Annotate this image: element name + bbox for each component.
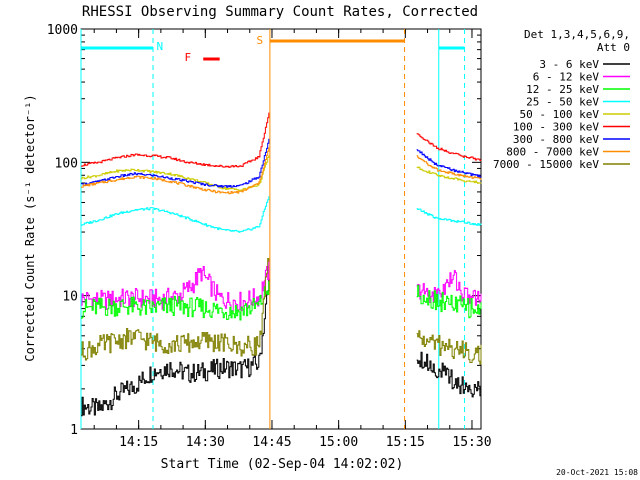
- x-tick-label: 15:00: [319, 435, 358, 450]
- legend-label: 25 - 50 keV: [526, 96, 599, 109]
- timestamp: 20-Oct-2021 15:08: [556, 468, 638, 477]
- chart-title: RHESSI Observing Summary Count Rates, Co…: [82, 4, 478, 20]
- legend-label: 12 - 25 keV: [526, 83, 599, 96]
- y-tick-label: 1: [70, 423, 78, 438]
- legend-label: 6 - 12 keV: [533, 71, 600, 84]
- flare-label: F: [185, 51, 192, 64]
- series-line: [416, 166, 482, 184]
- legend-header-line1: Det 1,3,4,5,6,9,: [524, 28, 630, 41]
- series-line: [416, 330, 482, 365]
- series-line: [416, 284, 482, 319]
- x-tick-label: 14:30: [186, 435, 225, 450]
- series-line: [416, 351, 482, 398]
- series-line: [416, 149, 482, 178]
- series-lines: [81, 112, 482, 417]
- x-axis-label: Start Time (02-Sep-04 14:02:02): [161, 457, 404, 472]
- saa-label: S: [257, 34, 264, 47]
- series-line: [416, 133, 482, 161]
- y-tick-label: 10: [62, 290, 78, 305]
- legend-label: 100 - 300 keV: [513, 121, 599, 134]
- legend-header-line2: Att 0: [597, 41, 630, 54]
- series-line: [81, 278, 270, 417]
- night-label: N: [157, 40, 164, 53]
- x-tick-label: 14:45: [252, 435, 291, 450]
- series-line: [81, 196, 270, 233]
- x-axis-ticks: 14:15 14:30 14:45 15:00 15:15 15:30: [93, 29, 492, 450]
- legend-label: 50 - 100 keV: [520, 108, 600, 121]
- series-line: [81, 281, 270, 321]
- series-line: [416, 208, 482, 226]
- x-tick-label: 14:15: [119, 435, 158, 450]
- legend-label: 7000 - 15000 keV: [493, 158, 599, 171]
- y-axis-ticks: 1 10 100 1000: [47, 23, 481, 438]
- series-line: [81, 147, 270, 195]
- legend-label: 3 - 6 keV: [539, 58, 599, 71]
- x-tick-label: 15:15: [386, 435, 425, 450]
- y-axis-label: Corrected Count Rate (s⁻¹ detector⁻¹): [23, 94, 37, 361]
- x-tick-label: 15:30: [452, 435, 491, 450]
- y-tick-label: 1000: [47, 23, 78, 38]
- series-line: [81, 112, 270, 168]
- attenuator-markers: N S F: [80, 29, 466, 429]
- legend-label: 800 - 7000 keV: [506, 146, 599, 159]
- series-line: [81, 155, 270, 192]
- series-line: [416, 155, 482, 180]
- series-line: [81, 138, 270, 188]
- series-line: [81, 259, 270, 312]
- legend-label: 300 - 800 keV: [513, 133, 599, 146]
- plot-frame: [80, 28, 482, 430]
- y-tick-label: 100: [55, 156, 78, 171]
- series-line: [81, 258, 270, 361]
